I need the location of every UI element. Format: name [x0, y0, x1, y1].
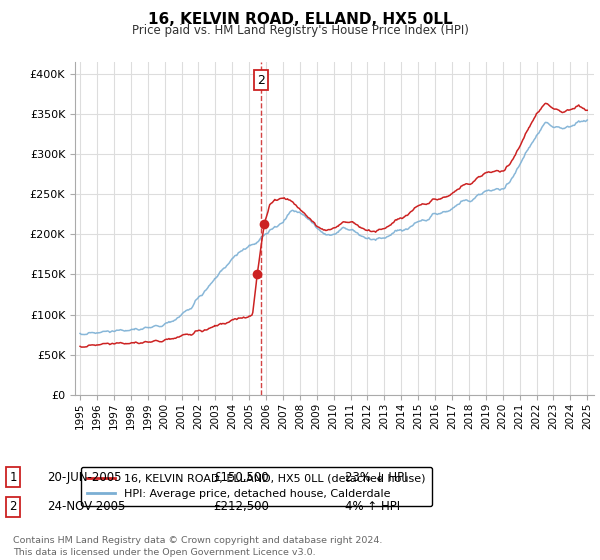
Text: 20-JUN-2005: 20-JUN-2005 [47, 470, 121, 484]
Text: 4% ↑ HPI: 4% ↑ HPI [345, 500, 400, 514]
Text: £150,500: £150,500 [213, 470, 269, 484]
Text: Price paid vs. HM Land Registry's House Price Index (HPI): Price paid vs. HM Land Registry's House … [131, 24, 469, 36]
Text: Contains HM Land Registry data © Crown copyright and database right 2024.
This d: Contains HM Land Registry data © Crown c… [13, 536, 383, 557]
Text: 16, KELVIN ROAD, ELLAND, HX5 0LL: 16, KELVIN ROAD, ELLAND, HX5 0LL [148, 12, 452, 27]
Text: 2: 2 [10, 500, 17, 514]
Text: 2: 2 [257, 73, 265, 87]
Text: 23% ↓ HPI: 23% ↓ HPI [345, 470, 407, 484]
Text: 24-NOV-2005: 24-NOV-2005 [47, 500, 125, 514]
Text: £212,500: £212,500 [213, 500, 269, 514]
Legend: 16, KELVIN ROAD, ELLAND, HX5 0LL (detached house), HPI: Average price, detached : 16, KELVIN ROAD, ELLAND, HX5 0LL (detach… [80, 467, 432, 506]
Text: 1: 1 [10, 470, 17, 484]
